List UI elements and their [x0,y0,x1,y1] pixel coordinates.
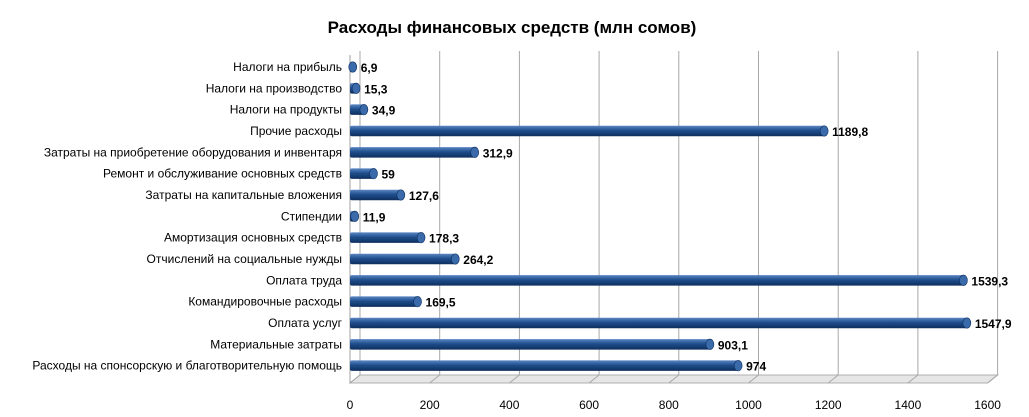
bar [348,61,358,73]
category-label: Затраты на приобретение оборудования и и… [44,145,342,159]
category-label: Налоги на производство [206,81,343,95]
grid-floor-line [748,374,759,384]
bar [350,274,968,286]
bar [350,82,361,94]
value-label: 1539,3 [971,274,1008,288]
value-label: 178,3 [429,232,459,246]
bar [350,253,460,265]
value-label: 11,9 [363,210,386,224]
category-label: Расходы на спонсорскую и благотворительн… [32,359,342,373]
category-label: Затраты на капитальные вложения [145,188,342,202]
bar [350,338,715,350]
value-label: 15,3 [364,82,388,96]
value-label: 1189,8 [832,125,868,139]
bars [348,61,972,372]
bar [350,210,360,222]
category-label: Налоги на прибыль [233,60,342,74]
value-label: 59 [382,168,396,182]
x-tick-label: 1000 [735,398,762,412]
x-tick-label: 1600 [974,398,1001,412]
grid-floor-line [668,374,680,384]
category-labels: Налоги на прибыль Налоги на производство Н… [32,60,342,373]
value-label: 169,5 [426,296,456,310]
grid-floor-line [588,374,600,384]
bar [350,296,422,308]
x-tick-label: 600 [579,398,599,412]
bar [350,317,972,329]
x-tick-label: 400 [499,398,519,412]
value-label: 6,9 [361,61,378,75]
bar [350,232,426,244]
category-label: Налоги на продукты [230,103,342,117]
value-label: 974 [746,360,766,374]
category-label: Амортизация основных средств [164,231,342,245]
x-tick-label: 1400 [895,398,922,412]
grid [348,51,1000,384]
x-tick-labels: 0 200 400 600 800 1000 1200 1400 1600 [347,398,1002,412]
category-label: Прочие расходы [250,124,342,138]
bar [350,146,479,158]
value-label: 264,2 [463,253,493,267]
category-label: Оплата услуг [268,316,342,330]
value-label: 34,9 [372,104,396,118]
category-label: Командировочные расходы [188,295,342,309]
value-label: 312,9 [483,146,513,160]
category-label: Материальные затраты [210,337,342,351]
category-label: Стипендии [281,209,342,223]
category-label: Ремонт и обслуживание основных средств [103,167,342,181]
bar [350,189,406,201]
bar [350,168,378,180]
grid-floor-line [429,374,441,384]
grid-floor-line [987,374,998,384]
bar [350,104,369,116]
grid-floor-line [827,374,839,384]
category-label: Отчислений на социальные нужды [147,252,342,266]
grid-floor-line [907,374,919,384]
x-tick-label: 0 [347,398,354,412]
bar [350,125,829,137]
chart-title: Расходы финансовых средств (млн сомов) [328,18,697,37]
value-label: 1547,9 [975,317,1012,331]
x-tick-label: 200 [420,398,440,412]
value-label: 903,1 [718,338,748,352]
x-tick-label: 1200 [815,398,842,412]
category-label: Оплата труда [266,273,342,287]
grid-floor-line [509,374,520,384]
grid-floor-line [349,374,361,384]
value-labels: 6,9 15,3 34,9 1189,8 312,9 59 127,6 11,9 178,3 26… [361,61,1012,374]
value-label: 127,6 [409,189,439,203]
x-tick-label: 800 [659,398,679,412]
bar [350,360,743,372]
